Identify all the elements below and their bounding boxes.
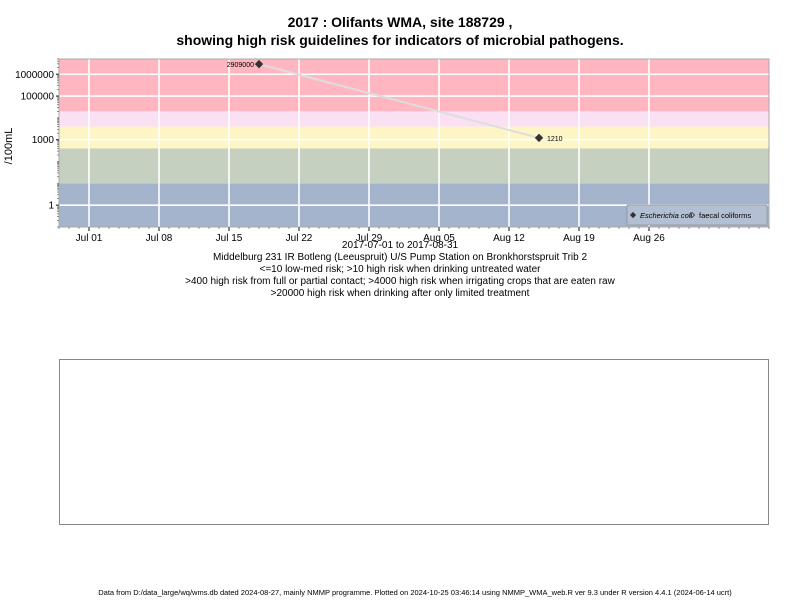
risk-band-1 bbox=[59, 148, 769, 184]
y-axis-label: /100mL bbox=[3, 128, 15, 165]
date-range-text: 2017-07-01 to 2017-08-31 bbox=[341, 240, 459, 251]
legend-label: Escherichia coli bbox=[640, 211, 692, 220]
x-tick-label: Jul 29 bbox=[356, 233, 383, 244]
legend-label: faecal coliforms bbox=[699, 211, 751, 220]
site-description: Middelburg 231 IR Botleng (Leeuspruit) U… bbox=[212, 252, 588, 263]
plot-area: 2909000 1210 bbox=[59, 59, 769, 227]
guideline-text-1: <=10 low-med risk; >10 high risk when dr… bbox=[259, 264, 541, 275]
footer-note: Data from D:/data_large/wq/wms.db dated … bbox=[98, 588, 732, 597]
x-tick-label: Jul 01 bbox=[76, 233, 103, 244]
x-tick-label: Jul 08 bbox=[146, 233, 173, 244]
data-point-label: 1210 bbox=[547, 136, 563, 143]
chart-title-line2: showing high risk guidelines for indicat… bbox=[176, 32, 624, 48]
chart-title-line1: 2017 : Olifants WMA, site 188729 , bbox=[287, 14, 513, 30]
guideline-text-2: >400 high risk from full or partial cont… bbox=[185, 276, 615, 287]
guideline-text-3: >20000 high risk when drinking after onl… bbox=[270, 288, 530, 299]
data-point-marker bbox=[254, 59, 264, 69]
x-tick-label: Aug 05 bbox=[423, 233, 455, 244]
risk-band-3 bbox=[59, 111, 769, 127]
y-tick-label: 100000 bbox=[21, 92, 55, 103]
x-tick-label: Aug 26 bbox=[633, 233, 665, 244]
x-tick-label: Jul 15 bbox=[216, 233, 243, 244]
legend: Escherichia coli faecal coliforms bbox=[626, 204, 768, 226]
empty-secondary-panel bbox=[59, 359, 769, 525]
y-tick-label: 1000000 bbox=[15, 70, 54, 81]
series-line bbox=[258, 63, 540, 139]
legend-box bbox=[626, 204, 768, 226]
data-point-marker bbox=[534, 133, 544, 143]
data-point-label: 2909000 bbox=[227, 62, 254, 69]
risk-band-4 bbox=[59, 59, 769, 112]
x-tick-label: Jul 22 bbox=[286, 233, 313, 244]
legend-marker bbox=[629, 211, 637, 219]
risk-band-2 bbox=[59, 126, 769, 149]
y-tick-label: 1 bbox=[48, 201, 54, 212]
x-tick-label: Aug 12 bbox=[493, 233, 525, 244]
legend-marker bbox=[688, 211, 696, 219]
x-tick-label: Aug 19 bbox=[563, 233, 595, 244]
y-tick-label: 1000 bbox=[32, 135, 55, 146]
